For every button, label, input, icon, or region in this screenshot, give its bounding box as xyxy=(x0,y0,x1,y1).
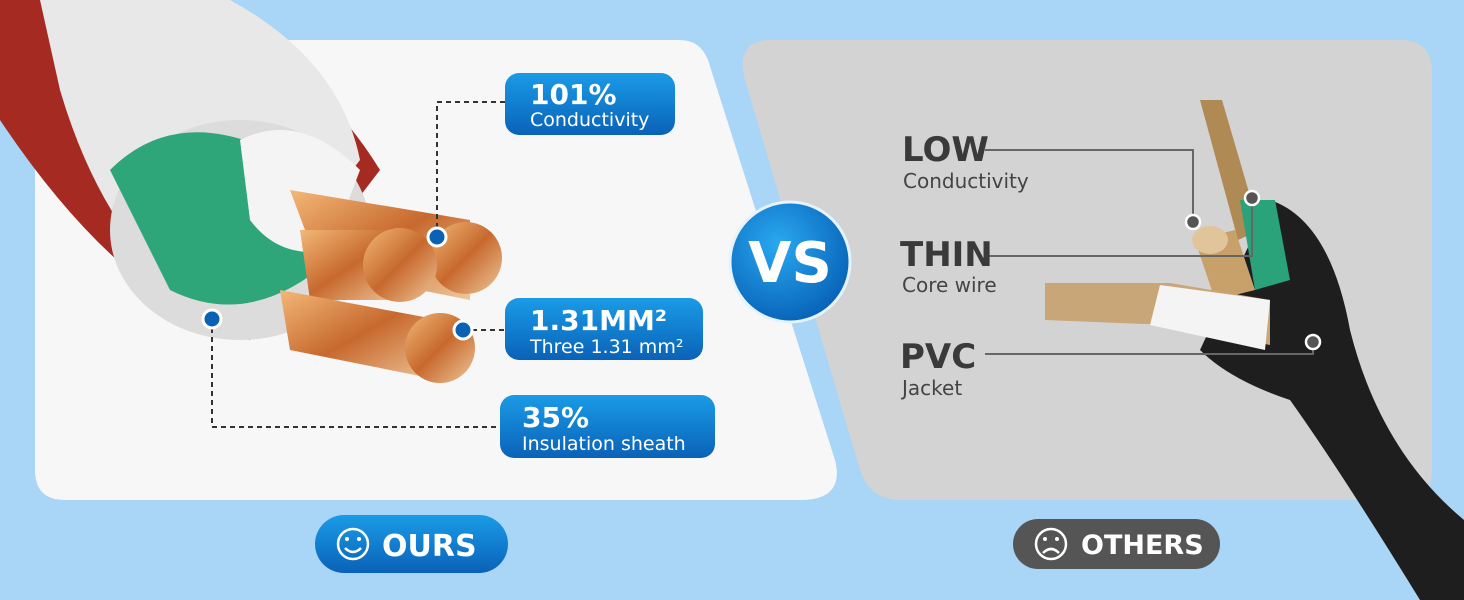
others-caption: Core wire xyxy=(902,273,997,297)
others-cable xyxy=(1045,100,1464,600)
others-headline: THIN xyxy=(900,235,993,275)
others-headline: LOW xyxy=(902,130,989,170)
others-label: OTHERS xyxy=(1013,519,1220,569)
vs-text: VS xyxy=(748,231,832,296)
ours-label: OURS xyxy=(315,515,508,573)
ours-callout: 1.31MM² Three 1.31 mm² xyxy=(505,298,703,360)
leader-lines xyxy=(211,101,505,428)
others-caption: Jacket xyxy=(900,376,962,400)
ours-label-text: OURS xyxy=(382,529,477,564)
callout-headline: 35% xyxy=(522,401,589,434)
vs-badge xyxy=(728,200,852,324)
others-leader-dots xyxy=(1184,189,1322,351)
callout-caption: Conductivity xyxy=(530,109,649,131)
others-headline: PVC xyxy=(900,337,976,377)
callout-caption: Three 1.31 mm² xyxy=(529,336,683,358)
others-caption: Conductivity xyxy=(903,169,1029,193)
others-label-text: OTHERS xyxy=(1081,530,1204,561)
callout-headline: 1.31MM² xyxy=(530,304,667,337)
leader-dots xyxy=(201,226,474,341)
callout-caption: Insulation sheath xyxy=(522,433,686,455)
ours-callout: 101% Conductivity xyxy=(505,73,675,135)
ours-callout: 35% Insulation sheath xyxy=(500,395,715,458)
callout-headline: 101% xyxy=(530,78,617,111)
